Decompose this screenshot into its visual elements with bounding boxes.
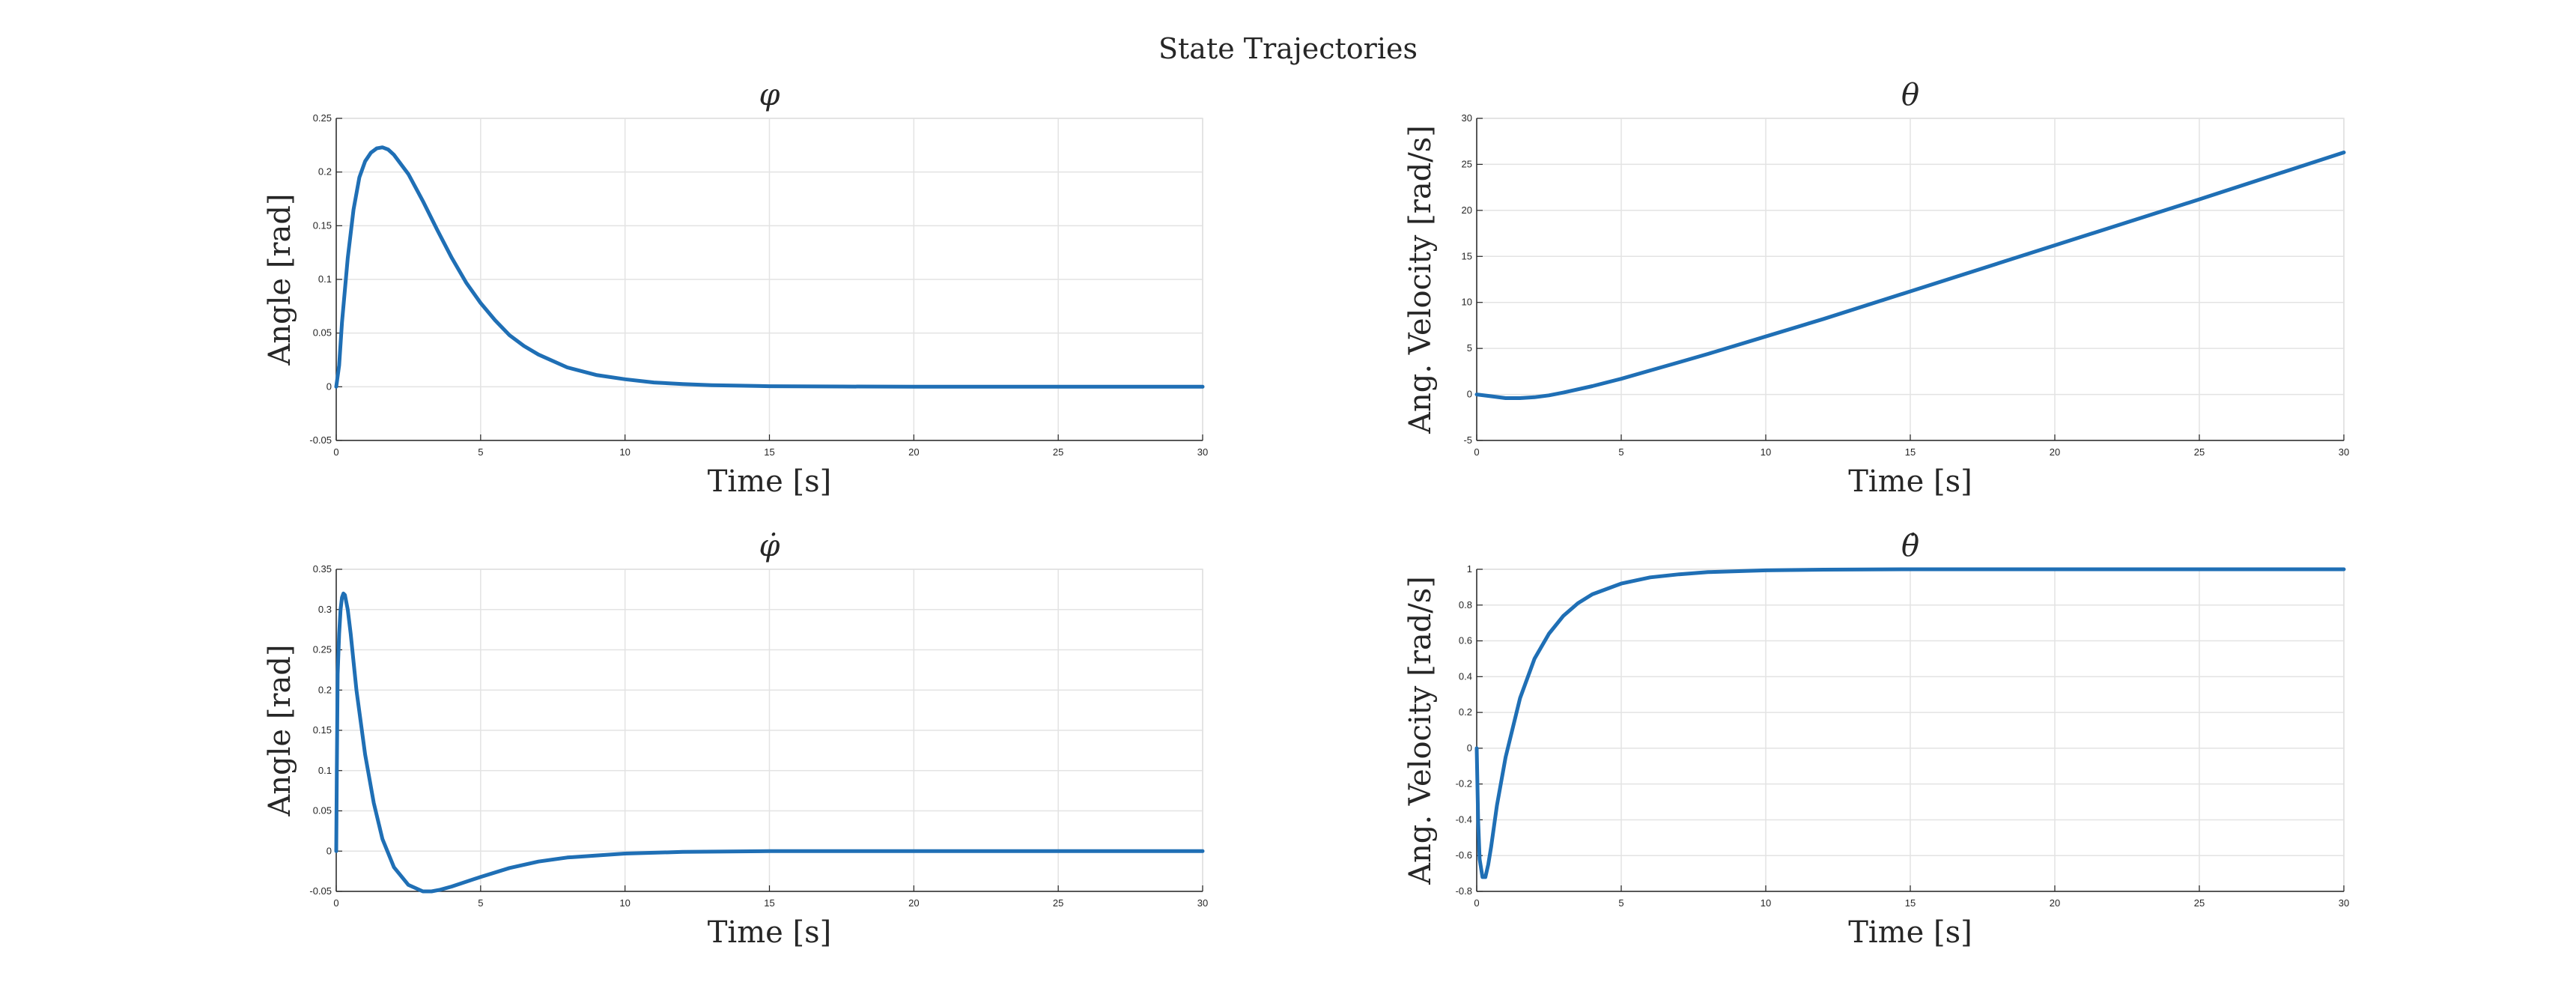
y-axis-label: Ang. Velocity [rad/s]	[1403, 576, 1438, 885]
y-tick-label: -0.8	[1456, 885, 1472, 897]
y-tick-label: -0.05	[309, 885, 332, 897]
x-axis-label: Time [s]	[708, 915, 832, 950]
y-tick-label: 0.1	[318, 273, 332, 285]
x-tick-label: 20	[908, 446, 919, 458]
x-tick-label: 10	[619, 446, 630, 458]
subplot-1: 0 5 10 15 20 25 30-0.0500.050.10.150.20.25φTim…	[263, 78, 1208, 499]
y-tick-label: 0.2	[318, 166, 332, 178]
x-tick-label: 25	[2194, 897, 2205, 909]
figure-title: State Trajectories	[1158, 32, 1418, 65]
x-axis-label: Time [s]	[1848, 915, 1972, 950]
y-tick-label: -0.2	[1456, 778, 1472, 790]
x-tick-label: 15	[1905, 446, 1916, 458]
x-tick-label: 10	[1761, 897, 1771, 909]
y-tick-label: 10	[1462, 297, 1472, 308]
y-tick-label: 0	[326, 845, 332, 856]
subplot-title: θ	[1901, 78, 1919, 112]
y-tick-label: 0.3	[318, 604, 332, 615]
x-tick-label: 30	[1197, 897, 1208, 909]
x-tick-label: 0	[1474, 446, 1479, 458]
y-tick-label: 0.35	[313, 563, 332, 575]
series-line	[334, 591, 1205, 894]
y-tick-label: 30	[1462, 112, 1472, 124]
x-tick-label: 20	[2050, 446, 2060, 458]
x-tick-label: 0	[333, 897, 338, 909]
y-tick-label: 25	[1462, 158, 1472, 169]
subplot-4: 0 5 10 15 20 25 30 -0.8 -0.6 -0.4 -0.2 0 0.2 0.4 0.6 0.…	[1403, 529, 2349, 950]
y-tick-label: -5	[1463, 434, 1472, 446]
x-axis-label: Time [s]	[1848, 464, 1972, 499]
subplots: 0 5 10 15 20 25 30-0.0500.050.10.150.20.25φTim…	[263, 78, 2349, 950]
x-tick-label: 20	[2050, 897, 2060, 909]
subplot-title: φ	[759, 78, 780, 112]
y-tick-label: 0.2	[1459, 706, 1472, 718]
y-tick-label: 0.1	[318, 765, 332, 776]
x-tick-label: 25	[2194, 446, 2205, 458]
x-tick-label: 30	[1197, 446, 1208, 458]
x-tick-label: 15	[764, 446, 774, 458]
y-tick-label: 0.25	[313, 644, 332, 655]
x-tick-label: 30	[2339, 897, 2349, 909]
y-tick-label: 5	[1467, 342, 1472, 354]
y-axis-label: Angle [rad]	[263, 644, 297, 816]
y-tick-label: -0.4	[1456, 813, 1472, 825]
x-tick-label: 5	[1618, 446, 1623, 458]
series-line	[1474, 151, 2346, 400]
y-tick-label: 0.4	[1459, 670, 1472, 682]
x-tick-label: 10	[619, 897, 630, 909]
y-tick-label: 1	[1467, 563, 1472, 575]
y-tick-label: 0.25	[313, 112, 332, 124]
series-line	[1474, 567, 2346, 879]
y-tick-label: 0.05	[313, 805, 332, 816]
x-tick-label: 5	[478, 897, 483, 909]
y-tick-label: 0.05	[313, 327, 332, 339]
subplot-title: φ̇	[759, 529, 780, 563]
y-tick-label: 0.8	[1459, 599, 1472, 610]
y-tick-label: 20	[1462, 204, 1472, 216]
x-tick-label: 5	[478, 446, 483, 458]
x-tick-label: 5	[1618, 897, 1623, 909]
subplot-3: 0 5 10 15 20 25 30-0.0500.050.10.150.20.250.30…	[263, 529, 1208, 950]
x-tick-label: 15	[1905, 897, 1916, 909]
series-line	[334, 145, 1205, 389]
x-tick-label: 20	[908, 897, 919, 909]
y-tick-label: 0	[326, 381, 332, 392]
y-tick-label: 15	[1462, 250, 1472, 261]
x-tick-label: 30	[2339, 446, 2349, 458]
y-tick-label: 0	[1467, 389, 1472, 400]
x-tick-label: 15	[764, 897, 774, 909]
subplot-title: θ̇	[1901, 529, 1919, 563]
y-tick-label: 0.15	[313, 219, 332, 231]
x-tick-label: 0	[1474, 897, 1479, 909]
y-tick-label: 0.6	[1459, 635, 1472, 646]
y-tick-label: -0.05	[309, 434, 332, 446]
y-tick-label: 0.15	[313, 724, 332, 736]
x-axis-label: Time [s]	[708, 464, 832, 499]
y-tick-label: -0.6	[1456, 849, 1472, 861]
x-tick-label: 0	[333, 446, 338, 458]
y-tick-label: 0.2	[318, 684, 332, 695]
y-tick-label: 0	[1467, 742, 1472, 754]
x-tick-label: 25	[1053, 897, 1063, 909]
x-tick-label: 10	[1761, 446, 1771, 458]
x-tick-label: 25	[1053, 446, 1063, 458]
y-axis-label: Ang. Velocity [rad/s]	[1403, 125, 1438, 434]
y-axis-label: Angle [rad]	[263, 193, 297, 366]
